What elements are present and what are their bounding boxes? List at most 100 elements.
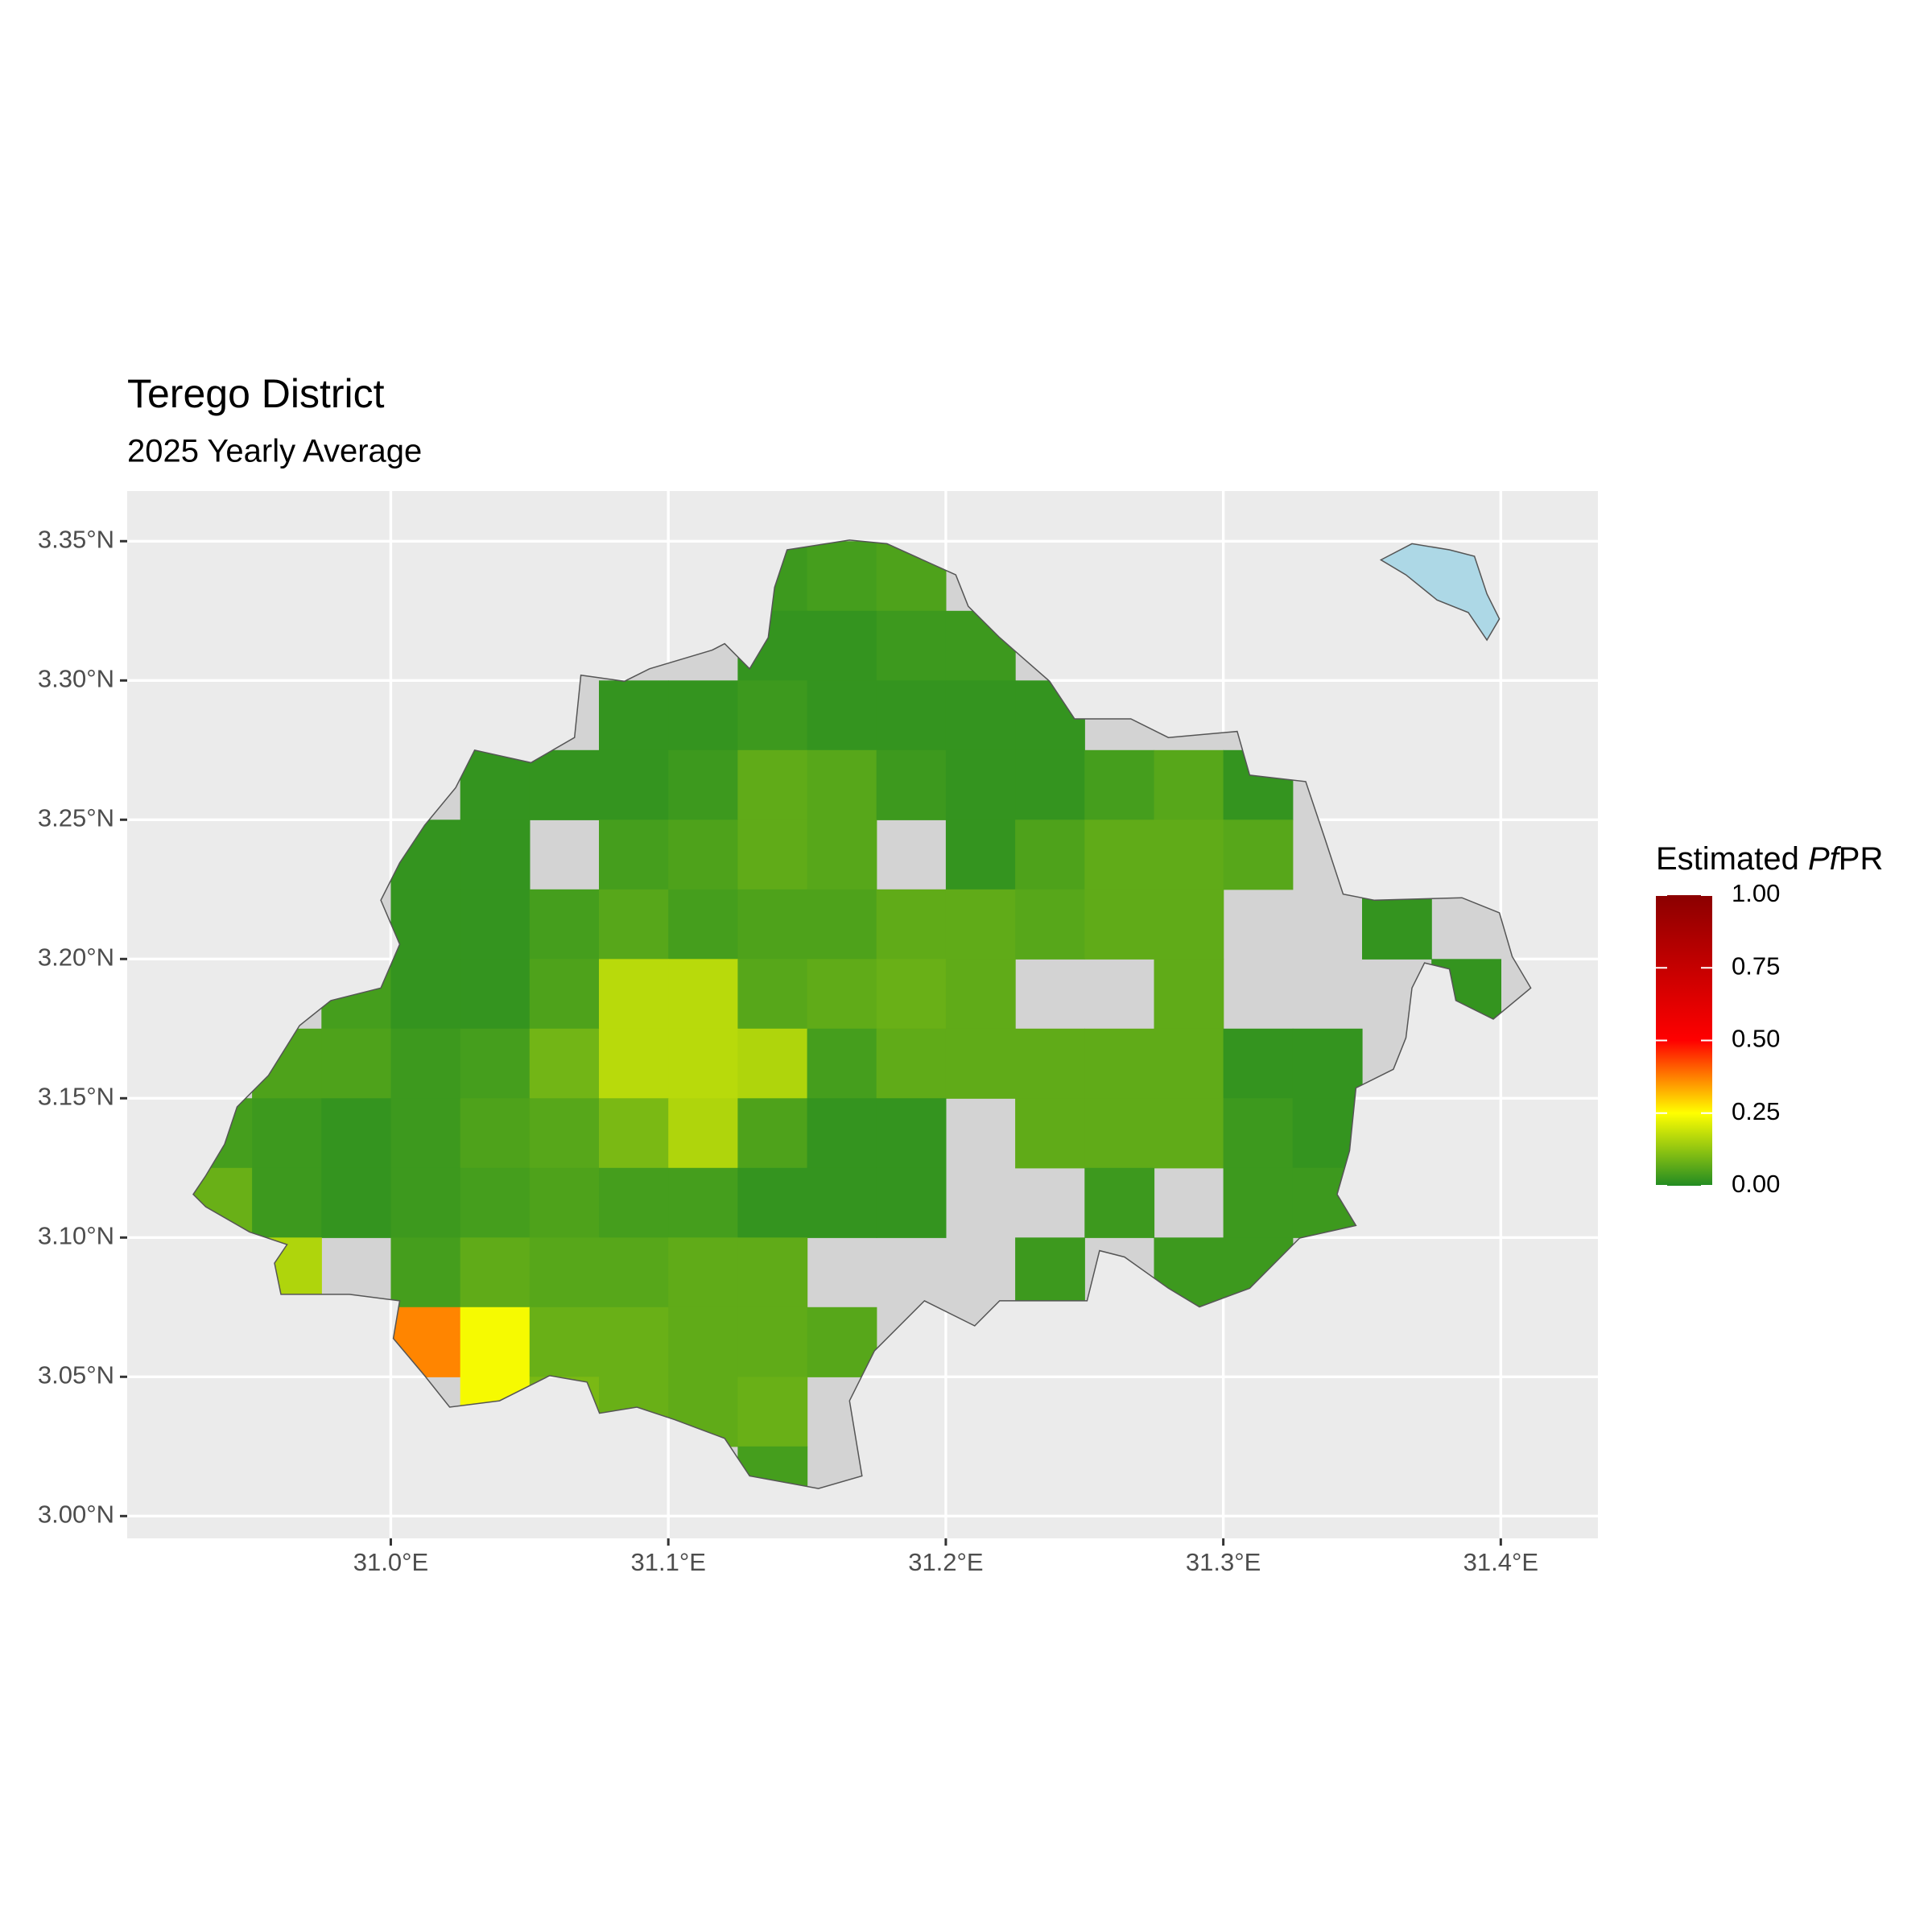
- raster-cell: [668, 1307, 738, 1377]
- raster-cell: [599, 1237, 669, 1308]
- raster-cell: [460, 889, 530, 960]
- legend-tick-label: 0.25: [1732, 1097, 1780, 1125]
- raster-cell: [737, 1167, 808, 1238]
- raster-cell: [1015, 819, 1085, 890]
- legend-tick-label: 0.00: [1732, 1170, 1780, 1198]
- legend-title-part: Pf: [1808, 841, 1842, 877]
- raster-cell: [390, 959, 461, 1030]
- raster-cell: [876, 959, 947, 1030]
- raster-cell: [390, 1167, 461, 1238]
- raster-cell: [945, 680, 1016, 751]
- raster-cell: [529, 889, 600, 960]
- raster-cell: [1015, 889, 1085, 960]
- raster-cell: [1154, 749, 1224, 820]
- raster-cell: [460, 1237, 530, 1308]
- y-tick-label: 3.10°N: [38, 1221, 114, 1249]
- raster-cell: [321, 1028, 392, 1099]
- raster-cell: [599, 959, 669, 1030]
- legend-title: Estimated PfPR: [1656, 841, 1883, 877]
- x-tick-label: 31.1°E: [630, 1548, 705, 1576]
- raster-cell: [599, 749, 669, 820]
- x-tick-label: 31.4°E: [1463, 1548, 1538, 1576]
- legend-tick-label: 1.00: [1732, 879, 1780, 907]
- raster-cell: [390, 1028, 461, 1099]
- raster-cell: [599, 1167, 669, 1238]
- raster-cell: [1015, 1237, 1085, 1308]
- raster-cell: [807, 1098, 877, 1169]
- raster-cell: [945, 819, 1016, 890]
- raster-cell: [1154, 889, 1224, 960]
- chart-title: Terego District: [127, 371, 385, 416]
- raster-cell: [945, 959, 1016, 1030]
- raster-cell: [252, 1098, 322, 1169]
- raster-cell: [460, 1167, 530, 1238]
- raster-cell: [529, 749, 600, 820]
- legend: Estimated PfPR 0.00 0.25 0.50 0.75 1.00: [1656, 841, 1883, 1198]
- raster-cell: [668, 819, 738, 890]
- x-tick-label: 31.2°E: [908, 1548, 983, 1576]
- raster-cell: [807, 541, 877, 612]
- raster-cell: [668, 680, 738, 751]
- raster-cell: [737, 1098, 808, 1169]
- raster-cell: [945, 1028, 1016, 1099]
- legend-title-part: Estimated: [1656, 841, 1808, 877]
- raster-cell: [1084, 749, 1155, 820]
- raster-cell: [599, 819, 669, 890]
- raster-cell: [1084, 1028, 1155, 1099]
- raster-cell: [1015, 1028, 1085, 1099]
- raster-cell: [737, 749, 808, 820]
- raster-cell: [876, 1167, 947, 1238]
- raster-cell: [668, 749, 738, 820]
- raster-cell: [460, 959, 530, 1030]
- raster-cell: [1084, 1098, 1155, 1169]
- raster-cell: [807, 1167, 877, 1238]
- raster-cell: [529, 959, 600, 1030]
- raster-cell: [1292, 1028, 1363, 1099]
- raster-cell: [807, 1307, 877, 1377]
- raster-cell: [737, 959, 808, 1030]
- raster-cell: [390, 1237, 461, 1308]
- chart-subtitle: 2025 Yearly Average: [127, 434, 422, 469]
- raster-cell: [599, 1098, 669, 1169]
- raster-cell: [1015, 1098, 1085, 1169]
- raster-cell: [945, 749, 1016, 820]
- x-tick-label: 31.0°E: [353, 1548, 428, 1576]
- raster-cell: [876, 680, 947, 751]
- raster-cell: [807, 680, 877, 751]
- y-tick-label: 3.20°N: [38, 943, 114, 971]
- raster-cell: [737, 1028, 808, 1099]
- raster-cell: [1223, 1028, 1294, 1099]
- raster-cell: [876, 889, 947, 960]
- raster-cell: [668, 889, 738, 960]
- raster-cell: [807, 959, 877, 1030]
- raster-cell: [529, 1098, 600, 1169]
- y-tick-label: 3.00°N: [38, 1501, 114, 1529]
- y-tick-label: 3.05°N: [38, 1361, 114, 1389]
- raster-cell: [807, 749, 877, 820]
- raster-cell: [945, 889, 1016, 960]
- axes: 31.0°E 31.1°E 31.2°E 31.3°E 31.4°E 3.00°N 3.05…: [38, 525, 1538, 1576]
- raster-cell: [1015, 749, 1085, 820]
- raster-cell: [390, 889, 461, 960]
- raster-cell: [599, 889, 669, 960]
- raster-cell: [321, 1167, 392, 1238]
- y-tick-label: 3.35°N: [38, 525, 114, 553]
- district-outline: [192, 539, 1532, 1489]
- raster-cell: [876, 610, 947, 681]
- raster-cell: [807, 889, 877, 960]
- raster-cell: [321, 1098, 392, 1169]
- raster-cell: [876, 1098, 947, 1169]
- raster-cell: [807, 1028, 877, 1099]
- raster-cell: [1362, 889, 1432, 960]
- raster-cell: [668, 1167, 738, 1238]
- raster-cell: [668, 1098, 738, 1169]
- raster-cell: [1154, 1028, 1224, 1099]
- raster-cell: [460, 1028, 530, 1099]
- raster-cell: [807, 819, 877, 890]
- raster-cell: [1223, 819, 1294, 890]
- y-tick-label: 3.15°N: [38, 1082, 114, 1110]
- x-tick-label: 31.3°E: [1186, 1548, 1261, 1576]
- raster-cell: [599, 1028, 669, 1099]
- y-tick-label: 3.30°N: [38, 664, 114, 692]
